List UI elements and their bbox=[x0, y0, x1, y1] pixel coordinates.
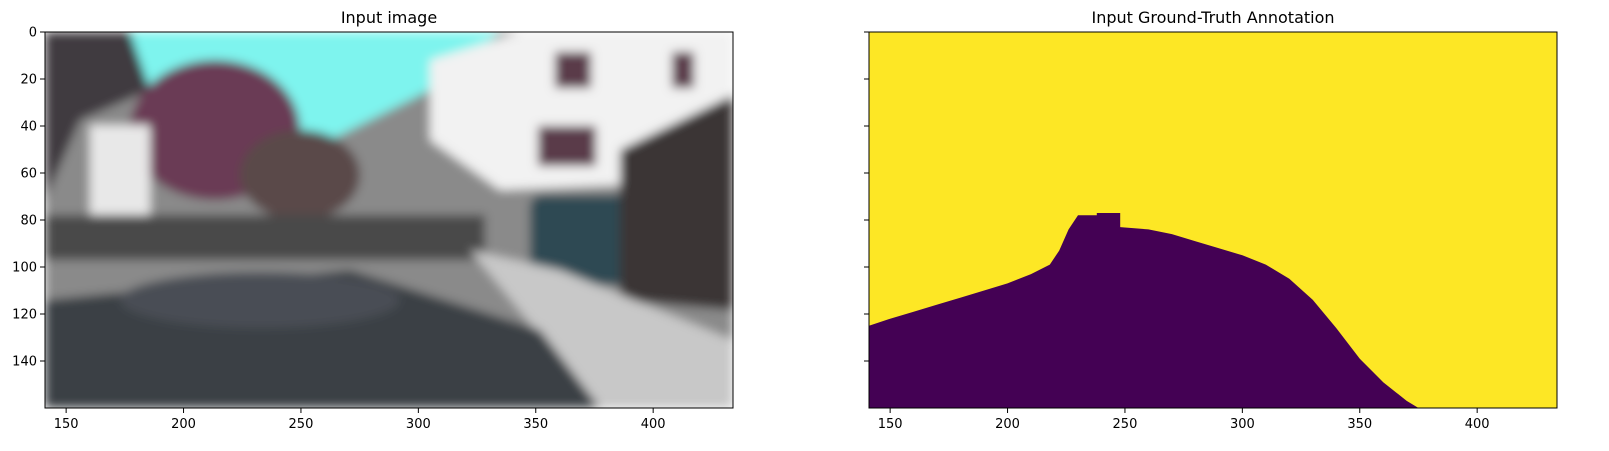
x-tick-label: 400 bbox=[1465, 417, 1490, 432]
x-tick-label: 350 bbox=[523, 417, 548, 432]
x-tick-label: 200 bbox=[171, 417, 196, 432]
y-tick-label: 0 bbox=[29, 26, 37, 41]
photo-window bbox=[672, 52, 694, 88]
photo-bush-right bbox=[620, 95, 733, 310]
photo-window bbox=[555, 52, 591, 88]
y-tick-label: 40 bbox=[20, 120, 37, 135]
photo-sidewalk bbox=[470, 250, 733, 408]
x-tick-label: 150 bbox=[54, 417, 79, 432]
panel-input-image: Input image 150 200 250 30 bbox=[12, 8, 734, 433]
x-tick-label: 250 bbox=[1113, 417, 1138, 432]
photo-shadow bbox=[120, 272, 400, 328]
title-input-image: Input image bbox=[341, 8, 437, 27]
y-tick-label: 100 bbox=[12, 261, 37, 276]
x-tick-label: 350 bbox=[1347, 417, 1372, 432]
photo-house-left bbox=[90, 125, 150, 215]
photo-hedge bbox=[45, 215, 485, 260]
y-tick-label: 80 bbox=[20, 214, 37, 229]
photo-sky bbox=[120, 32, 500, 140]
x-tick-label: 300 bbox=[1230, 417, 1255, 432]
x-tick-label: 250 bbox=[289, 417, 314, 432]
axes-left: 150 200 250 300 350 400 0 20 40 60 80 100 120 140 bbox=[12, 26, 665, 433]
photo-foliage bbox=[240, 130, 360, 220]
axes-right: 150 200 250 300 350 400 bbox=[864, 31, 1490, 432]
x-tick-label: 200 bbox=[995, 417, 1020, 432]
photo-car bbox=[530, 195, 640, 285]
title-ground-truth: Input Ground-Truth Annotation bbox=[1091, 8, 1334, 27]
y-tick-label: 20 bbox=[20, 73, 37, 88]
input-photo bbox=[45, 32, 733, 408]
y-tick-label: 60 bbox=[20, 167, 37, 182]
x-tick-label: 400 bbox=[641, 417, 666, 432]
annotation-road-region bbox=[869, 213, 1419, 408]
photo-trees-left bbox=[45, 32, 150, 200]
panel-ground-truth: Input Ground-Truth Annotation 150 200 250 3… bbox=[864, 8, 1558, 432]
y-tick-label: 140 bbox=[12, 355, 37, 370]
x-tick-label: 150 bbox=[878, 417, 903, 432]
photo-window bbox=[538, 126, 596, 166]
x-tick-label: 300 bbox=[406, 417, 431, 432]
y-tick-label: 120 bbox=[12, 308, 37, 323]
